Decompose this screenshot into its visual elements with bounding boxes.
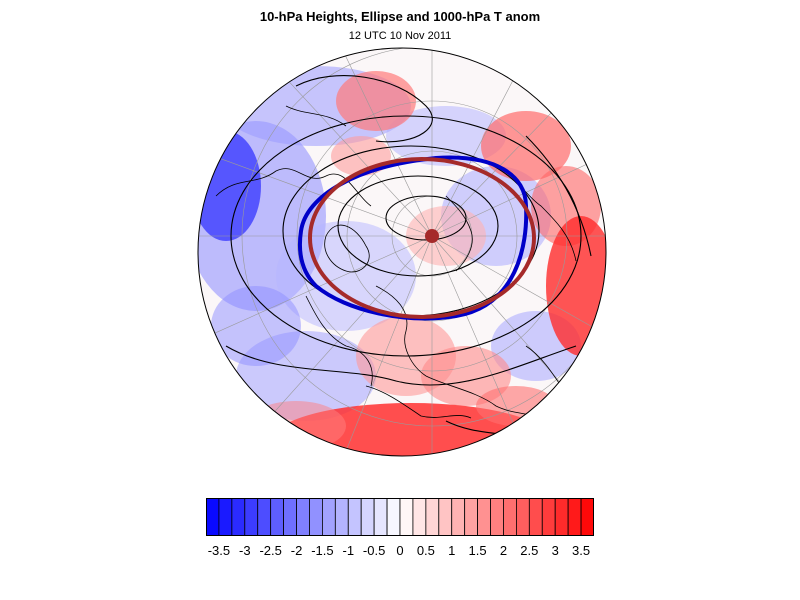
colorbar-swatch <box>399 498 414 536</box>
colorbar-swatch <box>503 498 517 536</box>
colorbar-swatch <box>283 498 297 536</box>
colorbar-swatch <box>206 498 220 536</box>
colorbar-swatch <box>477 498 491 536</box>
colorbar-swatch <box>541 498 556 536</box>
colorbar-swatch <box>580 498 594 536</box>
colorbar-label: 2 <box>499 543 508 558</box>
colorbar-border <box>206 498 594 536</box>
vortex-ellipse <box>308 157 536 319</box>
colorbar-swatch <box>412 498 427 536</box>
colorbar-label: 1 <box>448 543 456 558</box>
colorbar-label: -3.5 <box>207 543 231 558</box>
colorbar-swatch <box>360 498 375 536</box>
colorbar-swatch <box>515 498 530 536</box>
colorbar-labels: -3.5 -3 -2.5 -2 -1.5 -1 -0.5 0 0.5 1 1.5… <box>0 543 800 561</box>
ellipse-centroid <box>425 229 439 243</box>
colorbar-swatch <box>270 498 284 536</box>
colorbar-swatch <box>309 498 323 536</box>
colorbar-swatch <box>438 498 453 536</box>
colorbar-swatch <box>386 498 401 536</box>
colorbar-label: -0.5 <box>362 543 386 558</box>
colorbar-swatch <box>464 498 479 536</box>
colorbar-label: 0 <box>396 543 404 558</box>
chart-title: 10-hPa Heights, Ellipse and 1000-hPa T a… <box>259 9 541 24</box>
vortex-edge-contour <box>297 155 529 321</box>
colorbar-swatch <box>218 498 233 536</box>
colorbar-label: 3.5 <box>572 543 591 558</box>
colorbar-swatch <box>425 498 440 536</box>
colorbar-swatch <box>296 498 310 536</box>
colorbar-label: 1.5 <box>468 543 487 558</box>
colorbar-label: 3 <box>551 543 559 558</box>
colorbar-label: -2 <box>290 543 303 558</box>
colorbar-swatch <box>490 498 504 536</box>
colorbar-swatch <box>554 498 569 536</box>
colorbar <box>206 498 594 536</box>
colorbar-label: -1 <box>342 543 355 558</box>
colorbar-swatch <box>567 498 582 536</box>
colorbar-swatch <box>528 498 543 536</box>
colorbar-swatch <box>451 498 466 536</box>
colorbar-swatch <box>322 498 336 536</box>
colorbar-swatch <box>257 498 272 536</box>
colorbar-label: 2.5 <box>520 543 539 558</box>
colorbar-swatch <box>334 498 349 536</box>
map-border <box>197 47 607 457</box>
colorbar-label: -3 <box>239 543 251 558</box>
colorbar-swatch <box>373 498 388 536</box>
colorbar-label: 0.5 <box>416 543 435 558</box>
colorbar-label: -1.5 <box>311 543 334 558</box>
polar-map <box>197 47 607 457</box>
colorbar-swatch <box>231 498 246 536</box>
colorbar-label: -2.5 <box>259 543 282 558</box>
colorbar-swatch <box>347 498 362 536</box>
colorbar-swatch <box>244 498 259 536</box>
chart-subtitle: 12 UTC 10 Nov 2011 <box>348 30 452 42</box>
